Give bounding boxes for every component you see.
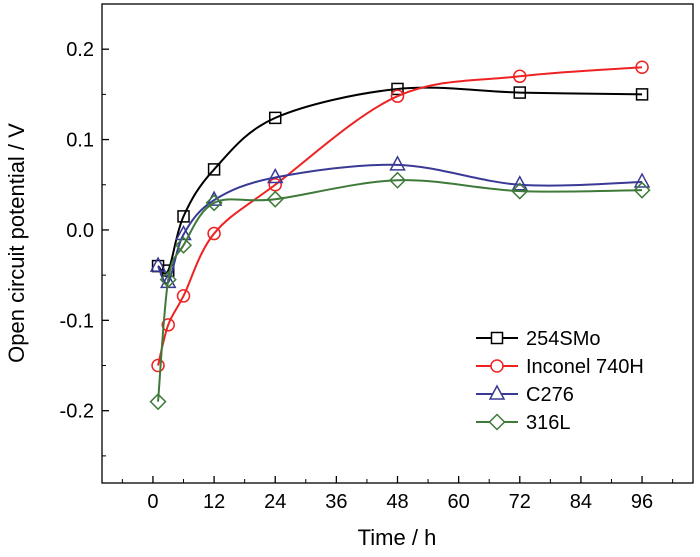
legend-item: C276 [476,384,574,406]
legend-item: 316L [476,412,571,434]
x-tick-label: 84 [570,491,592,513]
x-tick-label: 0 [147,491,158,513]
y-tick-label: -0.1 [60,310,94,332]
x-tick-label: 60 [448,491,470,513]
series-line [157,163,643,285]
data-point [175,224,192,241]
legend-label: Inconel 740H [526,356,644,378]
x-tick-label: 36 [325,491,347,513]
y-tick-label: -0.2 [60,401,94,423]
data-point [268,111,282,125]
data-point [151,358,165,373]
data-point [266,190,284,208]
data-point [390,89,405,103]
series-line [157,86,643,275]
legend-marker [490,331,504,345]
data-point [389,155,406,171]
y-tick-label: 0.0 [66,220,94,242]
y-tick-label: 0.2 [66,39,94,61]
legend-item: 254SMo [476,328,601,350]
data-point [391,82,404,96]
series-line [157,179,643,402]
legend-label: 316L [526,412,571,434]
x-tick-label: 12 [203,491,225,513]
series-line [157,66,643,366]
y-axis-label: Open circuit potential / V [4,123,29,363]
legend-label: C276 [526,384,574,406]
data-point [176,289,191,303]
data-point [633,172,651,188]
data-point [149,256,167,272]
data-point [635,60,649,75]
x-axis-label: Time / h [358,525,437,550]
x-tick-label: 48 [386,491,408,513]
data-point [159,271,177,289]
data-point [633,181,651,199]
legend-marker [490,359,504,373]
data-point [207,163,221,176]
legend-label: 254SMo [526,328,601,350]
data-point [513,69,527,84]
legend-marker [488,384,506,400]
data-point [511,175,529,191]
legend-marker [488,413,506,431]
plot-frame [101,3,694,484]
series-316l [149,171,651,411]
data-point [205,194,223,212]
data-point [174,236,193,254]
series-c276 [149,155,651,289]
x-tick-label: 72 [509,491,531,513]
data-point [635,88,649,101]
data-point [388,171,407,189]
data-point [266,167,284,184]
data-point [161,318,175,332]
x-tick-label: 24 [264,491,286,513]
data-point [149,393,167,411]
data-point [511,182,529,200]
data-point [207,226,221,241]
legend-item: Inconel 740H [476,356,644,378]
series-inconel-740h [151,60,649,373]
y-tick-label: 0.1 [66,130,94,152]
data-point [513,86,527,99]
x-tick-label: 96 [631,491,653,513]
data-point [177,210,190,223]
